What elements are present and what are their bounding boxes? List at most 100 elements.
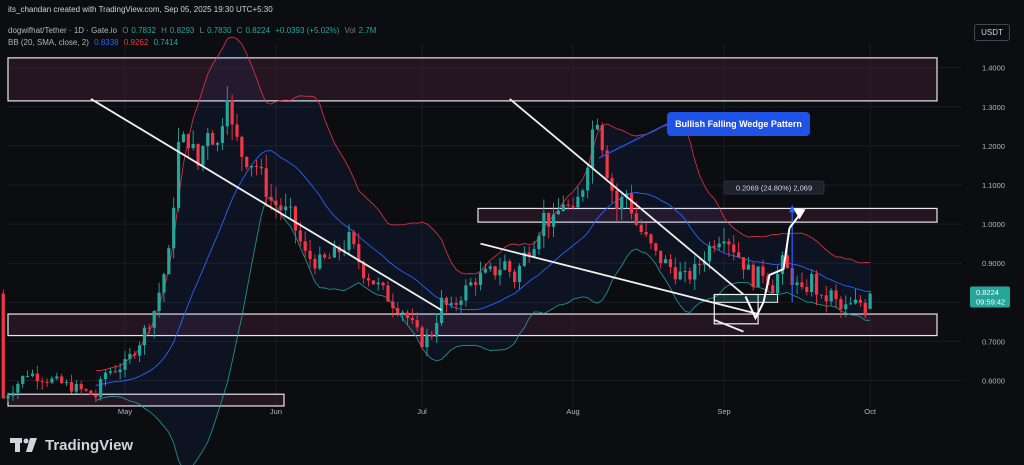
candle-body bbox=[517, 265, 522, 283]
candle-body bbox=[673, 267, 677, 280]
credit-line: its_chandan created with TradingView.com… bbox=[8, 5, 276, 14]
candle-body bbox=[396, 308, 400, 314]
bb-lower-line bbox=[95, 196, 871, 465]
candle-body bbox=[69, 382, 74, 392]
time-tick-label: Jun bbox=[270, 407, 282, 416]
candle-body bbox=[176, 142, 181, 208]
time-axis[interactable]: May Jun Jul Aug Sep Oct bbox=[118, 407, 877, 416]
candle-body bbox=[478, 272, 483, 285]
candle-body bbox=[327, 257, 332, 259]
candle-body bbox=[50, 378, 54, 383]
bb-basis-value: 0.8338 bbox=[94, 38, 119, 47]
candle-body bbox=[235, 124, 239, 137]
candle-body bbox=[615, 190, 619, 210]
zones bbox=[7, 57, 938, 407]
candle-body bbox=[45, 381, 49, 383]
candle-body bbox=[498, 269, 502, 276]
candle-body bbox=[634, 213, 638, 225]
candle-body bbox=[595, 124, 599, 130]
candle-body bbox=[386, 285, 390, 302]
time-tick-label: Aug bbox=[566, 407, 579, 416]
candle-body bbox=[123, 359, 127, 370]
candle-body bbox=[259, 166, 263, 169]
candle-body bbox=[371, 280, 375, 285]
price-tick-label: 1.2000 bbox=[982, 142, 1005, 151]
candle-body bbox=[483, 268, 487, 273]
candle-body bbox=[113, 371, 117, 373]
candle-body bbox=[74, 383, 78, 392]
bb-upper-line bbox=[95, 36, 871, 371]
candle-body bbox=[659, 250, 663, 264]
candle-body bbox=[381, 282, 385, 286]
brand-name: TradingView bbox=[45, 436, 134, 454]
candle-body bbox=[722, 241, 726, 244]
candle-body bbox=[746, 264, 750, 270]
candle-body bbox=[162, 274, 166, 293]
candle-body bbox=[775, 273, 780, 294]
candle-body bbox=[620, 197, 624, 210]
candle-body bbox=[196, 144, 200, 166]
candle-body bbox=[220, 126, 224, 143]
zone-box bbox=[7, 313, 938, 337]
low-value: 0.7830 bbox=[207, 26, 232, 35]
volume-value: 2.7M bbox=[358, 26, 377, 35]
candle-body bbox=[444, 297, 449, 305]
candle-body bbox=[707, 245, 711, 262]
candle-body bbox=[435, 323, 439, 337]
candle-body bbox=[138, 345, 142, 356]
candle-body bbox=[215, 142, 220, 145]
candle-body bbox=[605, 150, 609, 178]
price-axis[interactable]: 1.40001.30001.20001.10001.00000.90000.80… bbox=[970, 64, 1010, 386]
candle-body bbox=[16, 383, 20, 393]
candle-body bbox=[420, 327, 424, 348]
candle-body bbox=[547, 212, 551, 227]
candle-body bbox=[352, 232, 356, 245]
candle-body bbox=[264, 168, 268, 197]
bb-fill bbox=[95, 36, 871, 465]
candle-body bbox=[586, 167, 590, 191]
candle-body bbox=[814, 273, 819, 295]
candle-body bbox=[493, 266, 497, 276]
candle-body bbox=[254, 165, 259, 167]
candle-body bbox=[269, 196, 273, 201]
symbol-title[interactable]: dogwifhat/Tether · 1D · Gate.io bbox=[8, 26, 117, 35]
bb-upper-value: 0.9262 bbox=[123, 38, 149, 47]
candle-body bbox=[732, 244, 736, 253]
time-tick-label: Jul bbox=[417, 407, 427, 416]
zone-box bbox=[477, 207, 938, 223]
low-label: L bbox=[199, 26, 205, 35]
candle-body bbox=[625, 193, 629, 198]
candle-body bbox=[449, 303, 453, 305]
high-value: 0.8293 bbox=[169, 26, 195, 35]
candle-body bbox=[240, 136, 244, 157]
annotations: 0.2069 (24.80%) 2,069 Bullish Falling Wed… bbox=[598, 112, 825, 325]
candle-body bbox=[712, 245, 716, 248]
candle-body bbox=[206, 132, 210, 147]
pattern-label: Bullish Falling Wedge Pattern bbox=[675, 119, 802, 129]
bb-lower-value: 0.7414 bbox=[153, 38, 179, 47]
candle-body bbox=[629, 193, 634, 214]
open-value: 0.7832 bbox=[131, 26, 156, 35]
tradingview-logo: TradingView bbox=[10, 436, 133, 454]
candle-body bbox=[181, 134, 186, 143]
candle-body bbox=[513, 271, 517, 283]
candle-body bbox=[741, 257, 746, 270]
candle-body bbox=[551, 214, 556, 227]
candle-body bbox=[761, 266, 765, 276]
candle-body bbox=[288, 206, 293, 208]
bb-basis-line bbox=[95, 150, 871, 386]
close-value: 0.8224 bbox=[245, 26, 271, 35]
candle-body bbox=[293, 206, 298, 231]
candle-body bbox=[844, 304, 848, 310]
candle-body bbox=[683, 271, 687, 273]
candle-body bbox=[410, 318, 414, 321]
candle-body bbox=[303, 241, 307, 251]
currency-button[interactable]: USDT bbox=[974, 24, 1010, 41]
indicator-label[interactable]: BB (20, SMA, close, 2) bbox=[8, 38, 89, 47]
candle-body bbox=[284, 206, 288, 211]
candle-body bbox=[211, 132, 215, 145]
candle-body bbox=[415, 320, 419, 328]
last-price-label: 0.8224 bbox=[976, 288, 999, 297]
projection-arrowhead bbox=[793, 208, 806, 220]
